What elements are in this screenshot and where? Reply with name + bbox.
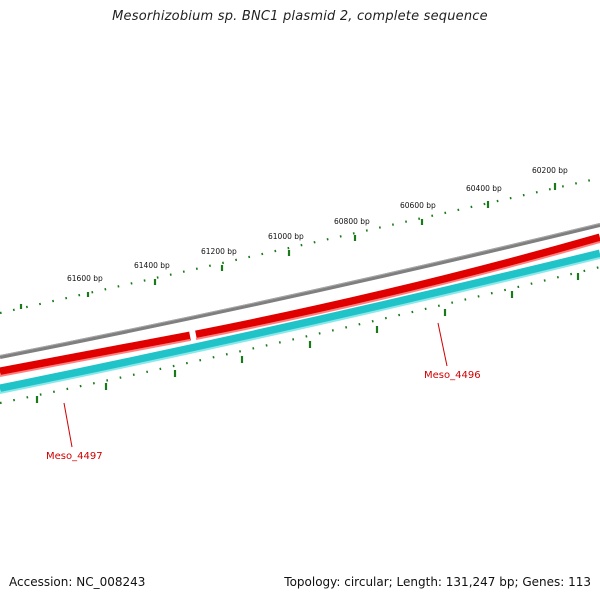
plasmid-backbone-highlight	[0, 223, 600, 356]
reverse-gene-track	[0, 249, 600, 394]
accession-text: Accession: NC_008243	[9, 575, 146, 589]
scale-label: 60400 bp	[466, 184, 502, 193]
scale-label: 60200 bp	[532, 166, 568, 175]
forward-gene-left-highlight	[0, 339, 191, 377]
gene-label-meso-4497[interactable]: Meso_4497	[46, 402, 103, 462]
gene-name[interactable]: Meso_4496	[424, 370, 481, 381]
sequence-summary: Topology: circular; Length: 131,247 bp; …	[284, 575, 591, 589]
inner-tick-ring	[0, 265, 600, 405]
gene-label-leader	[63, 402, 73, 448]
inner-tick-minor-dots	[0, 265, 600, 405]
scale-label: 61400 bp	[134, 261, 170, 270]
gene-label-leader	[437, 322, 448, 367]
plasmid-backbone	[0, 223, 600, 359]
forward-gene-right-highlight	[195, 241, 600, 340]
reverse-strand-track	[0, 249, 600, 394]
reverse-gene-track-highlight	[0, 257, 600, 394]
scale-labels: 61600 bp 61400 bp 61200 bp 61000 bp 6080…	[67, 166, 568, 283]
gene-label-meso-4496[interactable]: Meso_4496	[424, 322, 481, 381]
forward-strand-track	[0, 233, 600, 377]
forward-gene-right	[195, 233, 600, 340]
scale-label: 61200 bp	[201, 247, 237, 256]
scale-label: 60600 bp	[400, 201, 436, 210]
forward-gene-left	[0, 331, 191, 377]
outer-major-ticks	[19, 183, 557, 309]
scale-label: 61000 bp	[268, 232, 304, 241]
scale-label: 60800 bp	[334, 217, 370, 226]
inner-major-ticks	[35, 273, 580, 403]
map-title: Mesorhizobium sp. BNC1 plasmid 2, comple…	[112, 9, 488, 24]
gene-name[interactable]: Meso_4497	[46, 451, 103, 462]
scale-label: 61600 bp	[67, 274, 103, 283]
outer-tick-ring: 61600 bp 61400 bp 61200 bp 61000 bp 6080…	[0, 166, 600, 315]
